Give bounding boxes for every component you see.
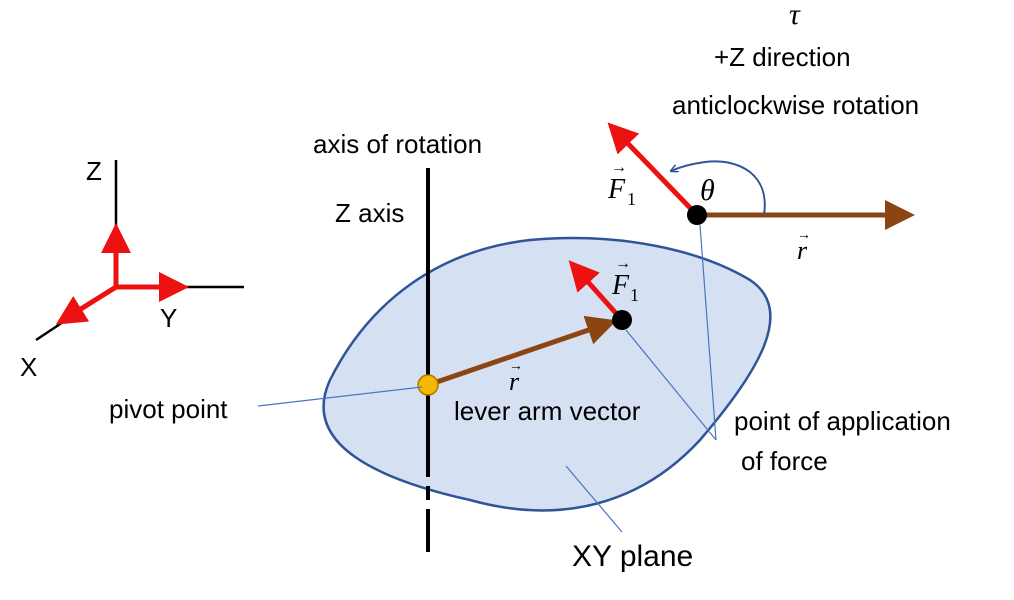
inset-r-letter: r [797, 236, 808, 265]
svg-text:→: → [615, 255, 631, 272]
coordinate-axes: Z Y X [20, 156, 244, 382]
plane-force-subscript: 1 [630, 285, 639, 305]
axis-of-rotation-label: axis of rotation [313, 129, 482, 159]
inset-force-label: → F 1 [607, 159, 636, 209]
z-direction-label: +Z direction [714, 42, 851, 72]
lever-arm-label: lever arm vector [454, 396, 641, 426]
x-unit-arrow [55, 284, 118, 325]
point-of-application-label: point of application [734, 406, 951, 436]
plane-force-letter: F [611, 270, 630, 301]
xy-plane-shape [322, 236, 772, 512]
lever-arm-arrow [427, 315, 617, 388]
pivot-point-dot [417, 374, 439, 396]
inset-point-dot [687, 205, 707, 225]
plane-r-letter: r [509, 367, 520, 396]
leader-application-inset [699, 224, 717, 441]
inset-force-subscript: 1 [627, 189, 636, 209]
leader-xy-plane [565, 465, 623, 533]
leader-lines [257, 224, 717, 533]
axis-y-label: Y [160, 303, 177, 333]
leader-application-plane [625, 329, 717, 441]
z-axis-label: Z axis [335, 198, 404, 228]
leader-pivot [257, 386, 423, 407]
rotation-label: anticlockwise rotation [672, 90, 919, 120]
svg-text:→: → [611, 159, 627, 176]
xy-plane-label: XY plane [572, 540, 693, 573]
axis-x-label: X [20, 352, 37, 382]
inset-force-letter: F [607, 174, 626, 205]
axis-z-label: Z [86, 156, 102, 186]
theta-label: θ [700, 174, 715, 207]
plane-force-label: → F 1 [611, 255, 639, 305]
of-force-label: of force [741, 446, 828, 476]
plane-r-label: → r [509, 359, 523, 396]
angle-arc-arrow [671, 160, 766, 216]
svg-text:→: → [797, 228, 811, 243]
tau-label: τ [789, 0, 801, 31]
inset-force-arrow [607, 122, 699, 217]
force-arrow-on-plane [568, 260, 624, 322]
svg-text:→: → [509, 359, 523, 374]
angle-inset [607, 122, 915, 230]
application-point-dot [612, 310, 632, 330]
inset-r-label: → r [797, 228, 811, 265]
pivot-point-label: pivot point [109, 394, 228, 424]
